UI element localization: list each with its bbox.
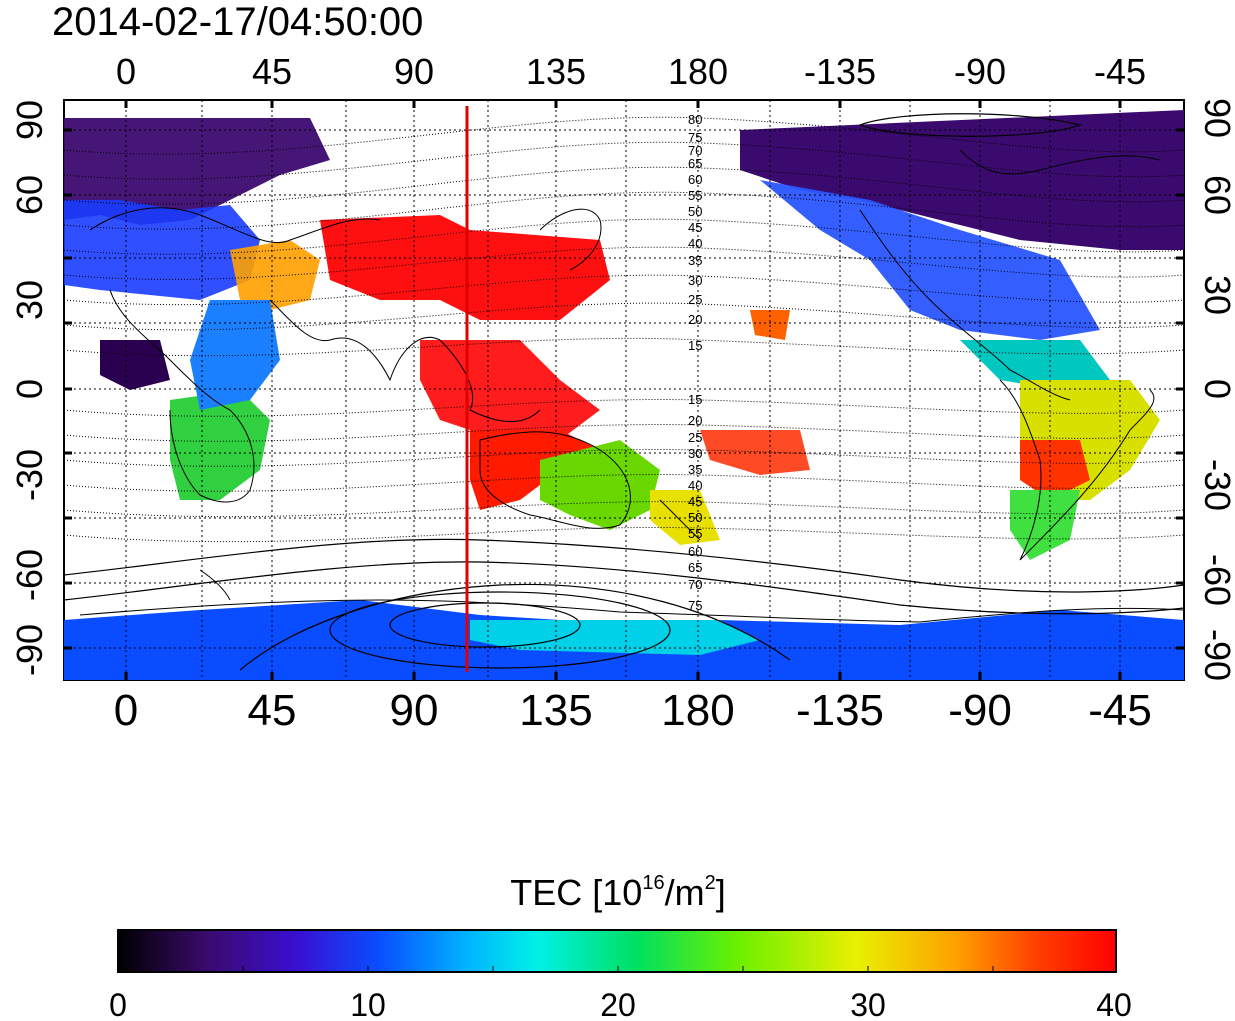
lon-tick-top: 180 — [668, 51, 728, 92]
contour-label-south: 45 — [688, 494, 702, 509]
contour-label-south: 60 — [688, 544, 702, 559]
contour-label-north: 80 — [688, 112, 702, 127]
lat-tick-right: 0 — [1197, 379, 1235, 399]
contour-label-south: 20 — [688, 413, 702, 428]
frame-ticks — [64, 100, 1184, 680]
contour-label-south: 25 — [688, 430, 702, 445]
tec-region-asia-red — [320, 215, 610, 320]
lat-tick-left: 0 — [9, 379, 50, 399]
lon-tick-bottom: -135 — [796, 686, 884, 735]
contour-label-north: 15 — [688, 338, 702, 353]
lat-tick-right: 60 — [1197, 175, 1235, 215]
lon-tick-top: -135 — [804, 51, 876, 92]
tec-colored-data — [64, 110, 1184, 680]
lon-tick-top: 0 — [116, 51, 136, 92]
lon-tick-top: 90 — [394, 51, 434, 92]
contour-label-north: 30 — [688, 273, 702, 288]
contour-label-north: 65 — [688, 156, 702, 171]
tec-region-australia-green — [540, 440, 660, 530]
lat-tick-left: -60 — [9, 549, 50, 601]
contour-label-north: 20 — [688, 312, 702, 327]
contour-label-north: 40 — [688, 236, 702, 251]
contour-label-south: 40 — [688, 478, 702, 493]
lon-ticks-bottom: 0 45 90 135 180 -135 -90 -45 — [114, 686, 1152, 735]
contour-label-south: 30 — [688, 446, 702, 461]
lon-tick-top: -45 — [1094, 51, 1146, 92]
contour-label-north: 60 — [688, 172, 702, 187]
lon-tick-bottom: 135 — [519, 686, 592, 735]
tec-region-africa-west-dark — [100, 340, 170, 390]
tec-region-north-america-blue — [760, 180, 1100, 340]
lat-ticks-right: 90 60 30 0 -30 -60 -90 — [1197, 98, 1235, 681]
contour-label-north: 75 — [688, 130, 702, 145]
lon-tick-top: 135 — [526, 51, 586, 92]
lon-tick-bottom: 180 — [661, 686, 734, 735]
tec-region-se-asia-red — [420, 340, 600, 440]
contour-label-south: 35 — [688, 462, 702, 477]
tec-region-mideast — [230, 240, 320, 310]
lat-ticks-left: 90 60 30 0 -30 -60 -90 — [9, 100, 50, 676]
tec-region-antarctic-cyan — [470, 620, 760, 655]
lat-tick-right: 30 — [1197, 275, 1235, 315]
contour-label-north: 55 — [688, 188, 702, 203]
contour-label-south: 15 — [688, 392, 702, 407]
lon-tick-bottom: 45 — [248, 686, 297, 735]
lat-tick-left: 30 — [9, 280, 50, 320]
magnetic-contours — [64, 116, 1184, 543]
lat-tick-right: -30 — [1197, 459, 1235, 511]
lon-tick-bottom: -45 — [1088, 686, 1152, 735]
lat-tick-right: -60 — [1197, 554, 1235, 606]
tec-region-australia-red — [470, 430, 600, 510]
contour-label-north: 45 — [688, 220, 702, 235]
lat-tick-left: -90 — [9, 624, 50, 676]
lon-ticks-top: 0 45 90 135 180 -135 -90 -45 — [116, 51, 1146, 92]
contour-label-north: 70 — [688, 143, 702, 158]
lon-tick-bottom: 90 — [390, 686, 439, 735]
graticule — [64, 100, 1184, 680]
contour-label-south: 55 — [688, 526, 702, 541]
contour-label-south: 65 — [688, 560, 702, 575]
contour-label-south: 75 — [688, 598, 702, 613]
lat-tick-right: -90 — [1197, 629, 1235, 681]
contour-label-south: 50 — [688, 510, 702, 525]
lat-tick-left: 90 — [9, 100, 50, 140]
tec-region-north-america-purple — [740, 110, 1184, 250]
contour-label-north: 50 — [688, 204, 702, 219]
contour-labels-north-group: 80 75 70 65 60 55 50 45 40 35 30 25 20 1… — [688, 112, 702, 353]
lon-tick-bottom: -90 — [948, 686, 1012, 735]
tec-region-north-blue-eu — [64, 200, 260, 300]
lon-tick-top: 45 — [252, 51, 292, 92]
contour-label-north: 35 — [688, 253, 702, 268]
coastlines — [79, 149, 1184, 623]
lon-tick-bottom: 0 — [114, 686, 138, 735]
contour-labels-south-group: 15 20 25 30 35 40 45 50 55 60 65 70 75 — [688, 392, 702, 613]
tec-region-africa — [170, 390, 270, 500]
tec-region-north-purple — [64, 118, 330, 225]
lat-tick-left: -30 — [9, 449, 50, 501]
lat-tick-right: 90 — [1197, 98, 1235, 138]
lat-tick-left: 60 — [9, 175, 50, 215]
tec-region-south-america-red — [1020, 440, 1090, 500]
contour-label-south: 70 — [688, 577, 702, 592]
map-title: 2014-02-17/04:50:00 — [52, 0, 424, 44]
contour-label-north: 25 — [688, 292, 702, 307]
lon-tick-top: -90 — [954, 51, 1006, 92]
